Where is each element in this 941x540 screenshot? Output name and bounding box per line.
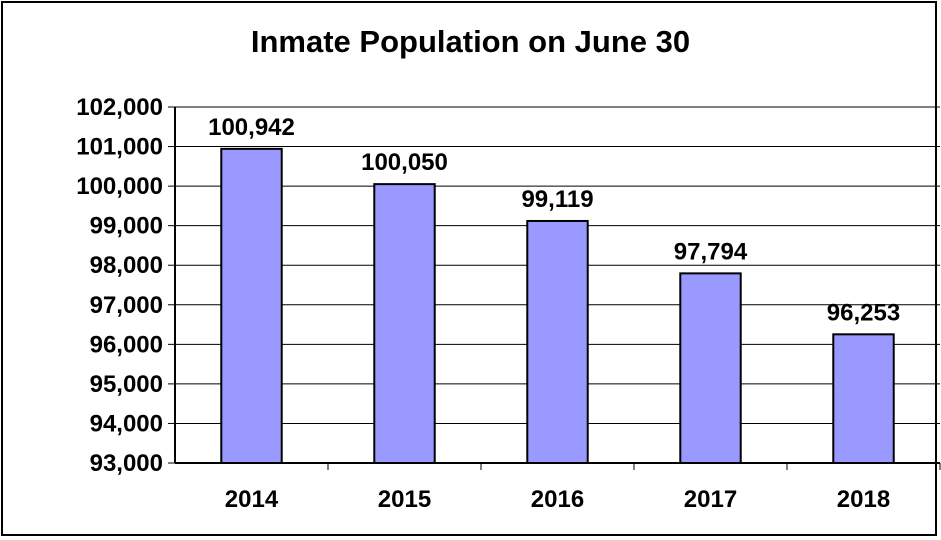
x-tick-label: 2014 bbox=[225, 486, 279, 513]
y-tick-label: 99,000 bbox=[90, 213, 163, 240]
bar bbox=[526, 219, 589, 464]
x-tick-label: 2017 bbox=[684, 486, 737, 513]
data-labels: 100,942 100,050 99,119 97,794 96,253 bbox=[208, 114, 900, 326]
chart-title: Inmate Population on June 30 bbox=[250, 24, 691, 59]
y-tick-label: 95,000 bbox=[90, 371, 163, 398]
x-tick-label: 2018 bbox=[837, 486, 890, 513]
data-label: 99,119 bbox=[521, 186, 593, 213]
bar bbox=[832, 333, 895, 464]
axes bbox=[174, 107, 940, 464]
y-tick-label: 94,000 bbox=[90, 410, 163, 437]
data-label: 97,794 bbox=[674, 238, 748, 265]
y-tick-label: 101,000 bbox=[76, 134, 163, 161]
y-tick-label: 96,000 bbox=[90, 331, 163, 358]
y-tick-label: 100,000 bbox=[76, 173, 163, 200]
data-label: 100,942 bbox=[208, 114, 295, 141]
y-tick-label: 97,000 bbox=[90, 292, 163, 319]
data-label: 100,050 bbox=[361, 149, 448, 176]
x-tick-label: 2016 bbox=[531, 486, 584, 513]
y-tick-label: 98,000 bbox=[90, 252, 163, 279]
y-tick-label: 102,000 bbox=[76, 94, 163, 121]
bars bbox=[220, 147, 895, 464]
y-tick-label: 93,000 bbox=[90, 450, 163, 477]
bar bbox=[220, 147, 283, 464]
data-label: 96,253 bbox=[827, 299, 900, 326]
x-axis-ticks: 2014 2015 2016 2017 2018 bbox=[225, 463, 941, 513]
x-tick-label: 2015 bbox=[378, 486, 431, 513]
bar bbox=[373, 183, 436, 464]
bar bbox=[679, 272, 742, 464]
y-axis-ticks: 93,000 94,000 95,000 96,000 97,000 98,000 99,0… bbox=[76, 94, 175, 477]
